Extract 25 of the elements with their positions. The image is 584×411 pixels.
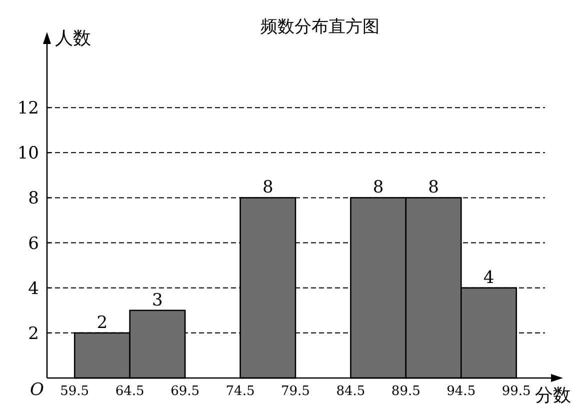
y-axis-title: 人数 (55, 28, 91, 48)
data-label: 2 (96, 312, 108, 333)
data-label: 8 (428, 178, 439, 198)
y-tick-label: 4 (28, 278, 39, 299)
data-label: 4 (483, 268, 494, 288)
y-tick-label: O (30, 380, 44, 400)
y-tick-label: 6 (28, 234, 39, 254)
data-label: 8 (372, 178, 384, 198)
data-label: 8 (262, 178, 274, 198)
y-tick-label: 8 (28, 188, 39, 209)
x-tick-label: 79.5 (281, 384, 310, 399)
x-tick-label: 69.5 (170, 384, 200, 399)
x-tick-label: 89.5 (391, 384, 420, 399)
x-tick-label: 99.5 (502, 384, 531, 399)
x-tick-label: 74.5 (226, 384, 255, 399)
chart-title: 频数分布直方图 (260, 17, 380, 36)
data-label: 3 (152, 290, 163, 310)
x-axis-title: 分数 (535, 385, 571, 405)
y-tick-label: 12 (17, 98, 39, 119)
x-tick-label: 59.5 (60, 384, 90, 399)
x-tick-label: 84.5 (336, 384, 366, 399)
y-tick-label: 2 (28, 324, 39, 344)
x-tick-label: 64.5 (115, 384, 144, 399)
y-tick-label: 10 (17, 144, 39, 164)
x-tick-label: 94.5 (446, 384, 476, 399)
